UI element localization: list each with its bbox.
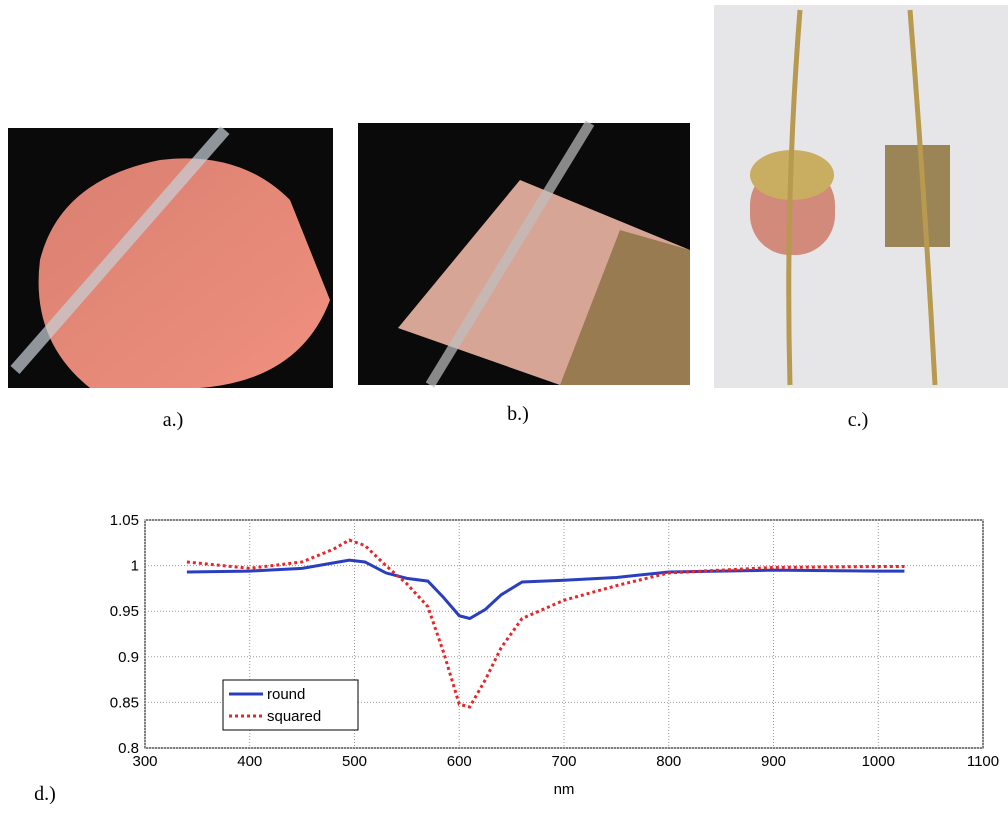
x-tick-label: 900 bbox=[761, 753, 786, 770]
panel-label: b.) bbox=[507, 403, 529, 425]
panel-label: c.) bbox=[848, 409, 869, 431]
panel-label: a.) bbox=[163, 409, 184, 431]
x-tick-label: 1000 bbox=[862, 753, 895, 770]
x-axis-label: nm bbox=[554, 781, 575, 798]
photo-a bbox=[8, 126, 333, 388]
legend-label: round bbox=[267, 686, 305, 703]
x-tick-label: 1100 bbox=[967, 753, 999, 770]
legend-label: squared bbox=[267, 708, 321, 725]
y-tick-label: 0.95 bbox=[110, 603, 139, 620]
data-line bbox=[186, 538, 905, 709]
x-tick-label: 800 bbox=[656, 753, 681, 770]
x-tick-label: 600 bbox=[447, 753, 472, 770]
photo-b bbox=[358, 120, 690, 388]
x-tick-label: 300 bbox=[132, 753, 157, 770]
y-tick-label: 0.9 bbox=[118, 649, 139, 666]
y-tick-label: 0.85 bbox=[110, 694, 139, 711]
y-tick-label: 1.05 bbox=[110, 512, 139, 529]
x-tick-label: 500 bbox=[342, 753, 367, 770]
photo-c bbox=[714, 5, 1008, 388]
x-tick-label: 400 bbox=[237, 753, 262, 770]
data-line bbox=[186, 558, 905, 621]
y-tick-label: 0.8 bbox=[118, 740, 139, 757]
legend-box bbox=[222, 679, 359, 731]
x-tick-label: 700 bbox=[551, 753, 576, 770]
panel-label: d.) bbox=[34, 783, 56, 805]
y-tick-label: 1 bbox=[131, 558, 139, 575]
